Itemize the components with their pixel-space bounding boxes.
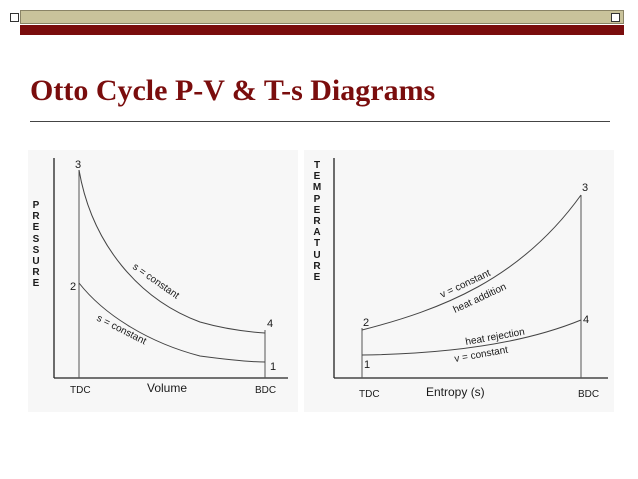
ts-lower-curve-label-1: heat rejection [465,327,526,348]
header-band [20,10,624,24]
ts-diagram: 3 2 4 1 v = constant heat addition heat … [333,158,608,400]
pv-panel-background [28,150,298,412]
ts-point-2: 2 [363,317,369,329]
pv-lower-curve-label: s = constant [95,313,148,348]
ts-y-axis-label: TEMPERATURE [312,160,322,284]
pv-point-4: 4 [267,318,273,330]
pv-point-1: 1 [270,361,276,373]
left-square-icon [10,13,19,22]
header-accent-bar [20,25,624,35]
ts-point-3: 3 [582,182,588,194]
ts-lower-curve-label-2: v = constant [454,345,510,365]
pv-upper-curve-label: s = constant [130,261,181,301]
ts-point-4: 4 [583,314,589,326]
pv-point-2: 2 [70,281,76,293]
ts-point-1: 1 [364,359,370,371]
ts-heat-addition-curve [361,194,582,331]
ts-tick-tdc: TDC [359,389,380,400]
pv-y-axis-label: PRESSURE [32,200,40,290]
pv-x-axis-label: Volume [147,381,187,395]
pv-upper-isentrope [78,169,266,334]
ts-heat-rejection-curve [361,319,582,356]
pv-diagram: 3 2 4 1 s = constant s = constant TDC BD… [53,158,288,396]
right-square-icon [611,13,620,22]
pv-lower-isentrope [78,282,266,363]
pv-tick-tdc: TDC [70,385,91,396]
pv-tick-bdc: BDC [255,385,276,396]
ts-x-axis-label: Entropy (s) [426,385,485,399]
title-divider [30,121,610,122]
pv-point-3: 3 [75,159,81,171]
ts-tick-bdc: BDC [578,389,599,400]
ts-panel-background [304,150,614,412]
slide-title: Otto Cycle P-V & T-s Diagrams [30,74,436,107]
